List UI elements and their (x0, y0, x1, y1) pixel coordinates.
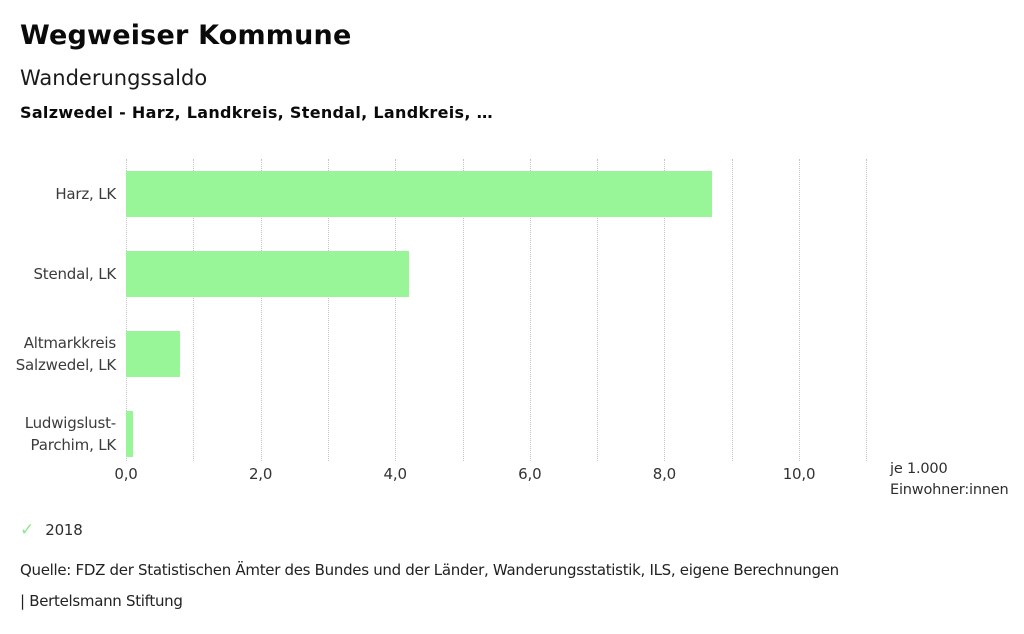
x-tick-label: 10,0 (782, 465, 816, 483)
y-axis-labels: Harz, LK Stendal, LK Altmarkkreis Salzwede… (0, 159, 117, 461)
gridline (529, 159, 531, 461)
check-icon: ✓ (20, 520, 35, 540)
x-tick-label: 2,0 (248, 465, 273, 483)
x-axis-unit-line2: Einwohner:innen (890, 482, 1009, 498)
x-tick-label: 0,0 (114, 465, 138, 483)
gridline (193, 159, 195, 461)
x-axis-ticks: 0,0 2,0 4,0 6,0 8,0 10,0 (114, 463, 868, 485)
brand-text: | Bertelsmann Stiftung (20, 592, 183, 610)
legend-year-label: 2018 (45, 521, 83, 539)
category-label: Harz, LK (0, 171, 116, 217)
category-label: Ludwigslust- Parchim, LK (0, 411, 116, 457)
x-tick-label: 6,0 (518, 465, 542, 483)
gridline (462, 159, 464, 461)
category-label-text: Harz, LK (55, 184, 116, 203)
bar-harz-lk[interactable] (126, 170, 712, 217)
gridline (327, 159, 329, 461)
legend[interactable]: ✓ 2018 (20, 521, 83, 539)
category-label: Stendal, LK (0, 251, 116, 297)
gridline (731, 159, 733, 461)
x-axis-unit-label: je 1.000 Einwohner:innen (890, 459, 1009, 501)
chart-subtitle: Salzwedel - Harz, Landkreis, Stendal, La… (20, 103, 493, 122)
plot-area (126, 159, 868, 461)
gridline (260, 159, 262, 461)
bar-altmarkkreis-salzwedel-lk[interactable] (126, 330, 180, 377)
category-label-text: Ludwigslust- Parchim, LK (24, 413, 116, 454)
category-label: Altmarkkreis Salzwedel, LK (0, 331, 117, 377)
x-axis-unit-line1: je 1.000 (890, 461, 948, 477)
gridline (126, 159, 127, 461)
gridline (664, 159, 666, 461)
bar-ludwigslust-parchim-lk[interactable] (126, 410, 133, 457)
app-title: Wegweiser Kommune (20, 20, 352, 51)
gridline (799, 159, 800, 461)
chart-title: Wanderungssaldo (20, 66, 208, 90)
bar-stendal-lk[interactable] (126, 250, 409, 297)
gridline (597, 159, 599, 461)
x-tick-label: 4,0 (383, 465, 407, 483)
category-label-text: Altmarkkreis Salzwedel, LK (15, 333, 117, 374)
source-text: Quelle: FDZ der Statistischen Ämter des … (20, 561, 839, 579)
category-label-text: Stendal, LK (33, 264, 116, 283)
gridline (395, 159, 397, 461)
x-tick-label: 8,0 (652, 465, 677, 483)
gridline (866, 159, 868, 461)
